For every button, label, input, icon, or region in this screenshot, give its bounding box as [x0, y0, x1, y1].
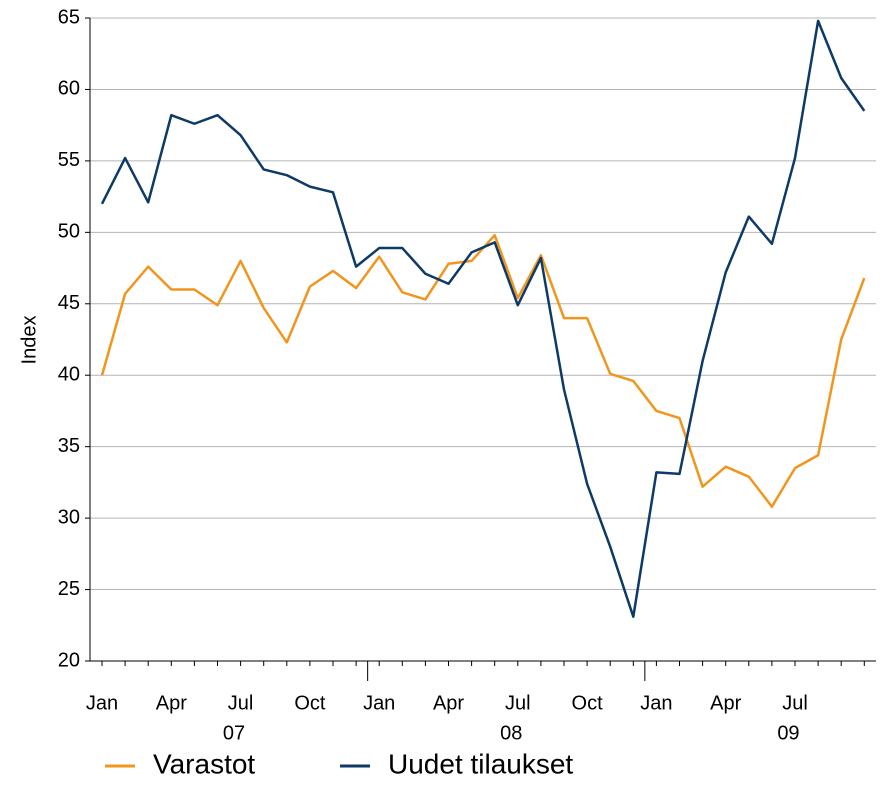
x-tick-label: Apr	[710, 692, 741, 714]
y-tick-label: 20	[58, 649, 80, 671]
y-tick-label: 50	[58, 221, 80, 243]
x-tick-label: Jul	[505, 692, 531, 714]
y-tick-label: 25	[58, 578, 80, 600]
legend-label: Varastot	[153, 748, 255, 779]
y-axis-label: Index	[18, 316, 40, 365]
x-tick-label: Oct	[294, 692, 326, 714]
y-tick-label: 55	[58, 149, 80, 171]
y-tick-label: 65	[58, 6, 80, 28]
y-tick-label: 35	[58, 435, 80, 457]
line-series	[100, 233, 866, 508]
x-tick-label: Oct	[572, 692, 604, 714]
line-series	[100, 19, 866, 618]
x-tick-label: Jul	[228, 692, 254, 714]
year-label: 09	[777, 722, 799, 744]
x-tick-label: Jan	[363, 692, 395, 714]
year-label: 07	[223, 722, 245, 744]
x-tick-label: Jul	[782, 692, 808, 714]
x-tick-label: Apr	[156, 692, 187, 714]
x-tick-label: Jan	[86, 692, 118, 714]
x-tick-label: Apr	[433, 692, 464, 714]
y-tick-label: 60	[58, 78, 80, 100]
x-tick-label: Jan	[640, 692, 672, 714]
y-tick-label: 40	[58, 364, 80, 386]
legend-label: Uudet tilaukset	[388, 748, 573, 779]
y-tick-label: 45	[58, 292, 80, 314]
year-label: 08	[500, 722, 522, 744]
y-tick-label: 30	[58, 506, 80, 528]
